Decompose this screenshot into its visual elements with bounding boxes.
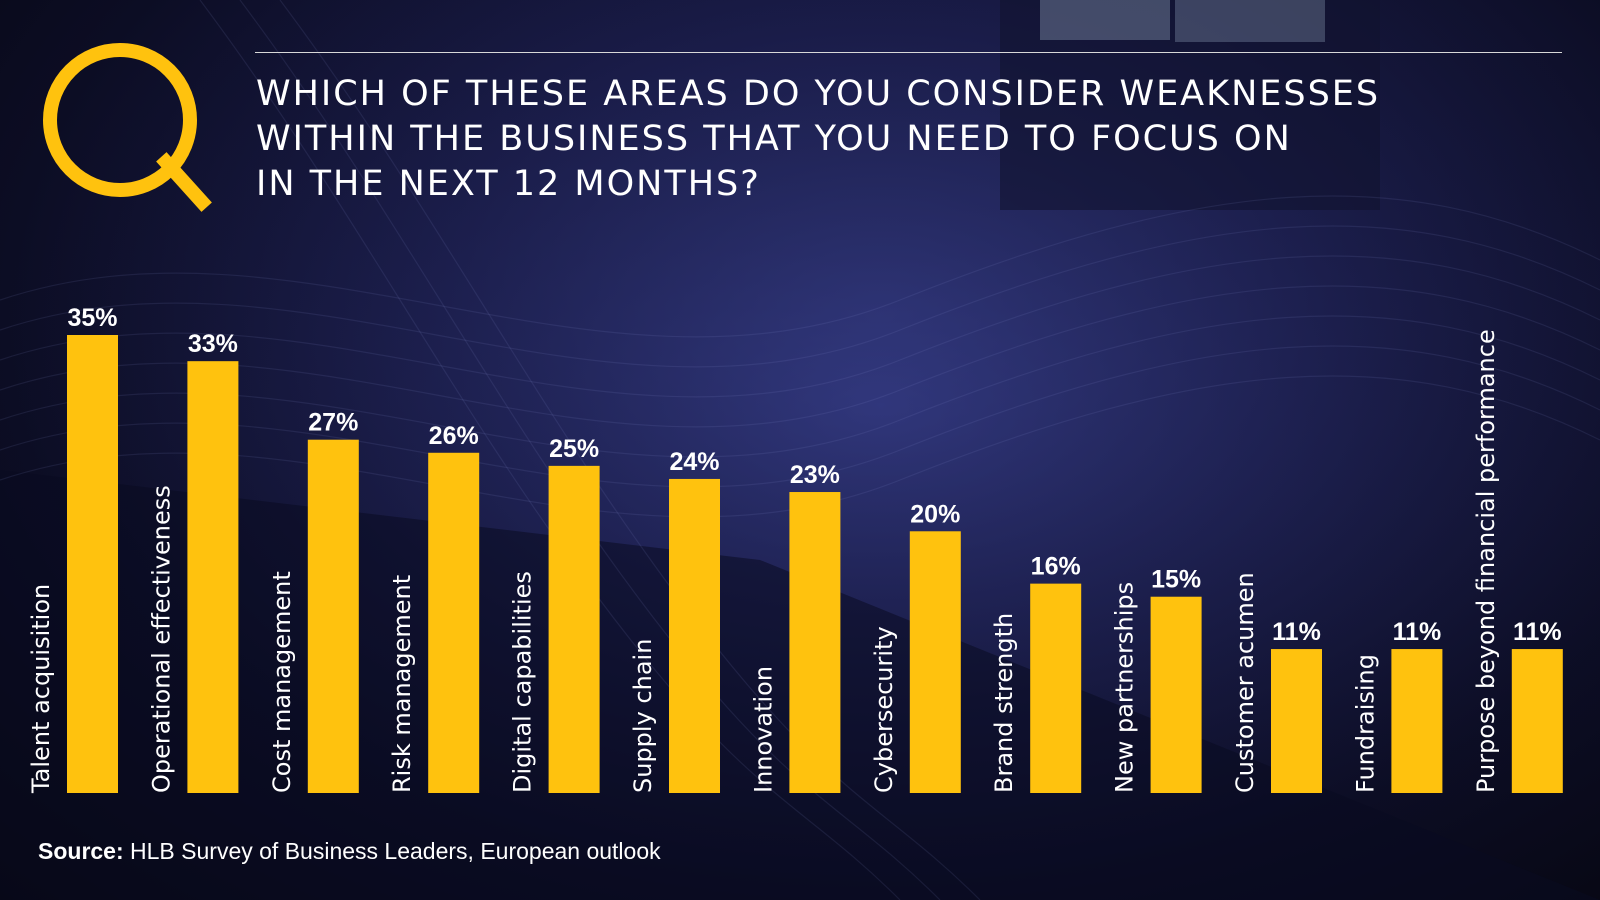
bar [1030,583,1082,793]
bar [1391,649,1443,793]
chart-title: WHICH OF THESE AREAS DO YOU CONSIDER WEA… [256,72,1556,207]
bar [428,452,480,793]
category-label: Risk management [388,575,416,793]
data-label: 23% [790,461,840,489]
source-note: Source: HLB Survey of Business Leaders, … [38,838,661,865]
bar [548,465,600,793]
data-label: 20% [910,500,960,528]
data-label: 25% [549,435,599,463]
bar [789,492,841,793]
data-label: 15% [1151,566,1201,594]
title-line: WHICH OF THESE AREAS DO YOU CONSIDER WEA… [256,74,1381,114]
title-line: IN THE NEXT 12 MONTHS? [256,164,761,204]
bar [67,335,118,793]
bar [1271,649,1322,793]
data-label: 24% [669,448,719,476]
q-icon [43,43,212,212]
category-label: Customer acumen [1231,572,1259,793]
data-label: 11% [1513,618,1562,646]
data-label: 16% [1031,553,1081,581]
category-label: Brand strength [990,613,1018,793]
bar [307,439,359,793]
data-label: 33% [188,330,238,358]
source-label: Source: [38,838,124,864]
source-text: HLB Survey of Business Leaders, European… [130,838,661,864]
bar [187,361,239,793]
bar [1511,649,1563,793]
data-label: 26% [429,422,479,450]
category-label: Fundraising [1351,654,1379,793]
data-label: 11% [1272,618,1321,646]
bar [909,531,961,793]
bar [1150,596,1202,793]
category-label: Cost management [268,571,296,793]
category-label: Innovation [749,666,777,793]
category-label: Purpose beyond financial performance [1472,329,1500,793]
category-label: New partnerships [1111,582,1139,793]
bar [669,478,720,793]
category-label: Digital capabilities [509,571,537,793]
data-label: 35% [67,304,117,332]
category-label: Operational effectiveness [147,485,175,793]
category-label: Supply chain [629,639,657,793]
category-label: Talent acquisition [27,584,55,794]
title-divider [255,52,1562,53]
data-label: 11% [1393,618,1442,646]
data-label: 27% [308,409,358,437]
title-line: WITHIN THE BUSINESS THAT YOU NEED TO FOC… [256,119,1292,159]
category-label: Cybersecurity [870,626,898,793]
